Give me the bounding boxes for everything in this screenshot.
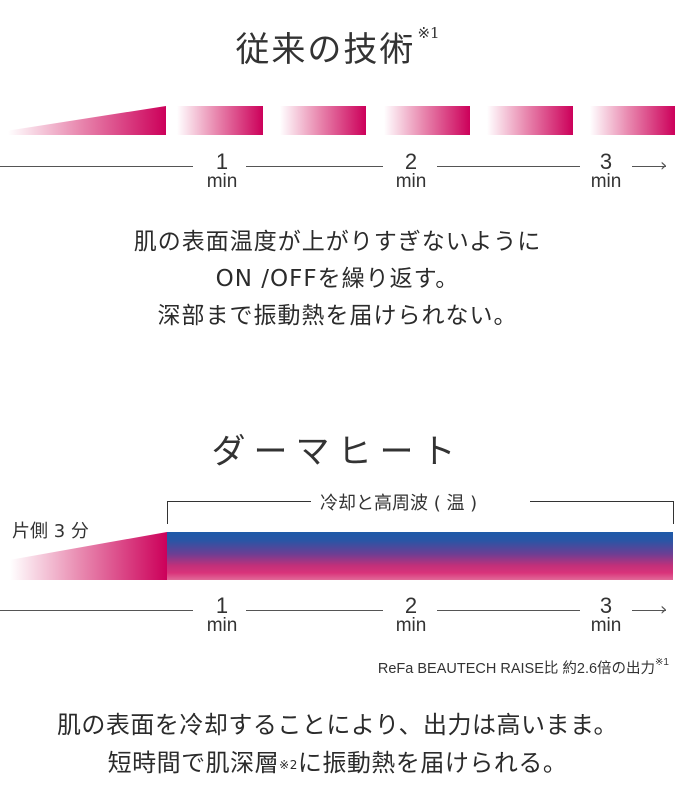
dermaheat-title: ダーマヒート [0,424,675,473]
tick-1min: 1 min [197,149,247,192]
tick-value: 2 [404,149,418,174]
cooling-heating-bar [167,532,673,580]
tick-unit: min [590,171,622,192]
description-line: ON /OFFを繰り返す。 [215,266,460,292]
tick-value: 1 [215,149,229,174]
axis-line [0,166,193,167]
bracket-left-edge [167,501,168,524]
description-line: 肌の表面温度が上がりすぎないように [133,229,542,255]
conventional-title-text: 従来の技術 [235,30,416,70]
on-segment-4 [487,106,573,135]
tick-unit: min [395,171,427,192]
footnote-mark: ※2 [279,758,298,772]
description-line: 深部まで振動熱を届けられない。 [157,303,518,329]
conventional-description: 肌の表面温度が上がりすぎないように ON /OFFを繰り返す。 深部まで振動熱を… [0,224,675,335]
tick-value: 1 [215,593,229,618]
cooling-rf-label: 冷却と高周波 ( 温 ) [320,493,478,514]
on-segment-1 [177,106,263,135]
description-line: 肌の表面を冷却することにより、出力は高いまま。 [56,711,619,739]
footnote-text: ReFa BEAUTECH RAISE比 約2.6倍の出力 [377,661,656,677]
tick-value: 3 [599,593,613,618]
axis-line [437,610,580,611]
bracket-right-edge [673,501,674,524]
on-segment-2 [280,106,366,135]
warmup-ramp [8,106,166,135]
tick-value: 2 [404,593,418,618]
title-footnote-mark: ※1 [417,24,440,42]
output-comparison-note: ReFa BEAUTECH RAISE比 約2.6倍の出力※1 [378,657,669,678]
description-text: 短時間で肌深層 [107,749,280,777]
bracket-line-left [167,501,311,502]
tick-unit: min [590,615,622,636]
on-segment-5 [590,106,675,135]
dermaheat-title-text: ダーマヒート [211,432,464,472]
tick-unit: min [395,615,427,636]
description-line: 短時間で肌深層※2に振動熱を届けられる。 [0,744,675,782]
axis-line [437,166,580,167]
tick-unit: min [206,615,238,636]
axis-line [246,610,383,611]
tick-value: 3 [599,149,613,174]
arrow-right-icon: › [660,155,668,176]
tick-2min: 2 min [386,149,436,192]
axis-line [632,610,666,611]
tick-3min: 3 min [581,149,631,192]
one-side-3min-label: 片側 3 分 [12,521,89,542]
conventional-title: 従来の技術 ※1 [0,22,675,71]
tick-1min: 1 min [197,593,247,636]
dermaheat-description: 肌の表面を冷却することにより、出力は高いまま。 短時間で肌深層※2に振動熱を届け… [0,706,675,782]
description-text: に振動熱を届けられる。 [297,749,568,777]
axis-line [0,610,193,611]
axis-line [246,166,383,167]
tick-3min: 3 min [581,593,631,636]
on-segment-3 [384,106,470,135]
arrow-right-icon: › [660,599,668,620]
tick-unit: min [206,171,238,192]
tick-2min: 2 min [386,593,436,636]
footnote-mark: ※1 [655,657,669,668]
axis-line [632,166,666,167]
bracket-line-right [530,501,674,502]
